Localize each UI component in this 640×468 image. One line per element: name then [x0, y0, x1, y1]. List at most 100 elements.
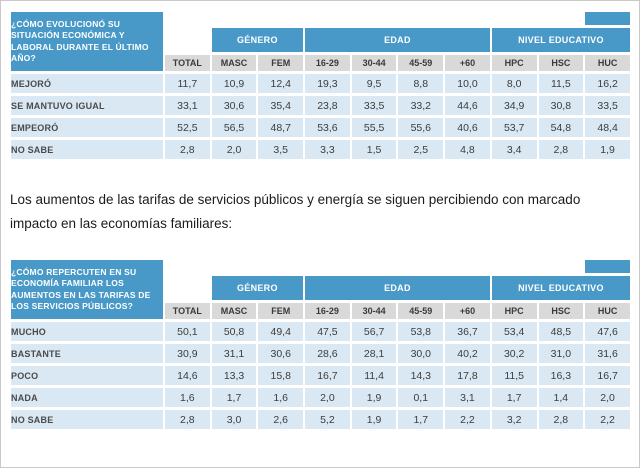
data-cell: 44,6	[445, 96, 490, 115]
column-header-fem: FEM	[258, 55, 304, 71]
data-cell: 30,9	[165, 344, 210, 364]
data-cell: 55,5	[351, 118, 397, 137]
data-cell: 2,0	[585, 388, 630, 408]
data-cell: 8,0	[491, 74, 537, 93]
data-cell: 55,6	[398, 118, 444, 137]
data-cell: 47,5	[305, 322, 350, 342]
data-cell: 56,5	[211, 118, 257, 137]
corner-marker	[585, 12, 630, 25]
data-cell: 11,5	[491, 366, 537, 386]
data-cell: 1,4	[538, 388, 584, 408]
data-cell: 17,8	[445, 366, 490, 386]
group-header-edad: EDAD	[305, 276, 490, 301]
row-label: BASTANTE	[11, 344, 163, 364]
group-header-genero: GÉNERO	[211, 276, 304, 301]
table-row: NO SABE 2,8 3,0 2,6 5,2 1,9 1,7 2,2 3,2 …	[11, 410, 630, 430]
table-row: GÉNERO EDAD NIVEL EDUCATIVO	[11, 276, 630, 301]
data-cell: 2,8	[165, 140, 210, 159]
column-header-hpc: HPC	[491, 55, 537, 71]
row-label: NADA	[11, 388, 163, 408]
data-cell: 40,6	[445, 118, 490, 137]
data-cell: 30,2	[491, 344, 537, 364]
data-cell: 56,7	[351, 322, 397, 342]
row-label: NO SABE	[11, 410, 163, 430]
column-header-masc: MASC	[211, 303, 257, 320]
data-cell: 48,7	[258, 118, 304, 137]
table-row: BASTANTE 30,9 31,1 30,6 28,6 28,1 30,0 4…	[11, 344, 630, 364]
spacer-cell	[165, 12, 583, 25]
table-row: MUCHO 50,1 50,8 49,4 47,5 56,7 53,8 36,7…	[11, 322, 630, 342]
column-header-total: TOTAL	[165, 55, 210, 71]
column-header-45-59: 45-59	[398, 55, 444, 71]
table-row: NO SABE 2,8 2,0 3,5 3,3 1,5 2,5 4,8 3,4 …	[11, 140, 630, 159]
data-cell: 0,1	[398, 388, 444, 408]
table-row: EMPEORÓ 52,5 56,5 48,7 53,6 55,5 55,6 40…	[11, 118, 630, 137]
column-header-hsc: HSC	[538, 55, 584, 71]
data-cell: 11,4	[351, 366, 397, 386]
data-cell: 36,7	[445, 322, 490, 342]
data-cell: 53,6	[305, 118, 350, 137]
spacer-cell	[165, 28, 210, 52]
data-cell: 8,8	[398, 74, 444, 93]
data-cell: 3,5	[258, 140, 304, 159]
question-header: ¿CÓMO EVOLUCIONÓ SU SITUACIÓN ECONÓMICA …	[11, 12, 163, 71]
data-cell: 47,6	[585, 322, 630, 342]
column-header-hpc: HPC	[491, 303, 537, 320]
data-cell: 16,7	[585, 366, 630, 386]
data-cell: 30,0	[398, 344, 444, 364]
column-header-16-29: 16-29	[305, 55, 350, 71]
data-cell: 11,7	[165, 74, 210, 93]
column-header-fem: FEM	[258, 303, 304, 320]
data-cell: 34,9	[491, 96, 537, 115]
data-cell: 33,5	[351, 96, 397, 115]
row-label: EMPEORÓ	[11, 118, 163, 137]
row-label: POCO	[11, 366, 163, 386]
column-header-30-44: 30-44	[351, 303, 397, 320]
data-cell: 2,8	[538, 140, 584, 159]
column-header-hsc: HSC	[538, 303, 584, 320]
question-header: ¿CÓMO REPERCUTEN EN SU ECONOMÍA FAMILIAR…	[11, 260, 163, 320]
data-cell: 2,8	[538, 410, 584, 430]
data-cell: 50,8	[211, 322, 257, 342]
group-header-nivel-educativo: NIVEL EDUCATIVO	[491, 276, 630, 301]
column-header-45-59: 45-59	[398, 303, 444, 320]
data-cell: 49,4	[258, 322, 304, 342]
data-cell: 11,5	[538, 74, 584, 93]
column-header-huc: HUC	[585, 303, 630, 320]
table-row: GÉNERO EDAD NIVEL EDUCATIVO	[11, 28, 630, 52]
column-header-16-29: 16-29	[305, 303, 350, 320]
intro-paragraph: Los aumentos de las tarifas de servicios…	[10, 192, 581, 231]
column-header-total: TOTAL	[165, 303, 210, 320]
data-cell: 3,4	[491, 140, 537, 159]
data-cell: 13,3	[211, 366, 257, 386]
row-label: SE MANTUVO IGUAL	[11, 96, 163, 115]
data-cell: 15,8	[258, 366, 304, 386]
table-row: NADA 1,6 1,7 1,6 2,0 1,9 0,1 3,1 1,7 1,4…	[11, 388, 630, 408]
data-cell: 9,5	[351, 74, 397, 93]
row-label: MUCHO	[11, 322, 163, 342]
column-header-30-44: 30-44	[351, 55, 397, 71]
data-cell: 40,2	[445, 344, 490, 364]
data-cell: 2,2	[445, 410, 490, 430]
spacer-cell	[165, 276, 210, 300]
data-cell: 14,3	[398, 366, 444, 386]
column-header-huc: HUC	[585, 55, 630, 71]
data-cell: 33,2	[398, 96, 444, 115]
data-cell: 4,8	[445, 140, 490, 159]
data-cell: 1,5	[351, 140, 397, 159]
data-cell: 14,6	[165, 366, 210, 386]
table-row: SE MANTUVO IGUAL 33,1 30,6 35,4 23,8 33,…	[11, 96, 630, 115]
data-cell: 48,5	[538, 322, 584, 342]
table-row: ¿CÓMO REPERCUTEN EN SU ECONOMÍA FAMILIAR…	[11, 260, 630, 320]
row-label: NO SABE	[11, 140, 163, 159]
data-cell: 1,9	[351, 410, 397, 430]
data-cell: 19,3	[305, 74, 350, 93]
data-cell: 53,7	[491, 118, 537, 137]
table-row: TOTAL MASC FEM 16-29 30-44 45-59 +60 HPC…	[11, 55, 630, 71]
data-cell: 28,1	[351, 344, 397, 364]
data-cell: 16,2	[585, 74, 630, 93]
data-cell: 2,2	[585, 410, 630, 430]
data-cell: 50,1	[165, 322, 210, 342]
table-row: ¿CÓMO EVOLUCIONÓ SU SITUACIÓN ECONÓMICA …	[11, 12, 630, 71]
data-cell: 1,6	[165, 388, 210, 408]
